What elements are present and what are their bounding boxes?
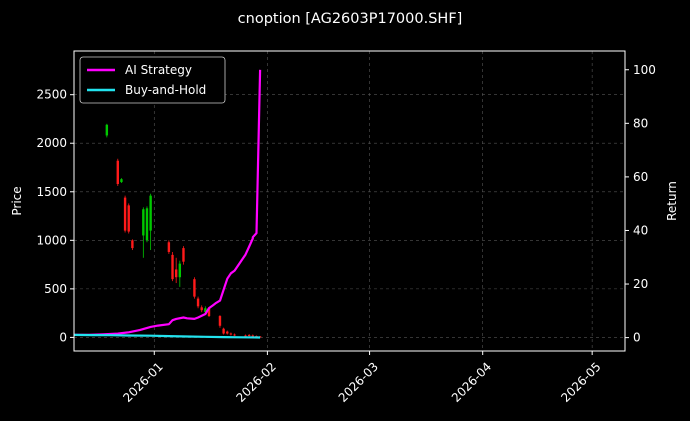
y-tick-label-left: 500 [44,282,67,296]
candle-body [229,333,233,335]
y-tick-label-right: 80 [633,116,648,130]
candle-body [116,160,119,185]
y-tick-label-right: 60 [633,170,648,184]
candle-body [142,209,145,236]
y-tick-label-left: 2000 [36,136,67,150]
candle-body [196,298,200,307]
candle-body [127,205,130,232]
candle-body [222,328,225,334]
candle-body [218,316,222,326]
candle-body [174,269,178,278]
candle-body [131,240,134,249]
candle-body [233,334,236,336]
y-axis-left: 0 500 1000 1500 2000 2500 [36,88,74,344]
candle-body [251,335,255,337]
candle-body [182,248,185,262]
series-line-buy-and-hold [73,333,261,339]
series-lines [73,69,262,339]
y-tick-label-left: 0 [59,330,67,344]
candle-body [120,179,123,183]
candle-body [145,208,149,241]
legend: AI Strategy Buy-and-Hold [79,56,226,104]
candlesticks [105,123,262,338]
candle-body [178,263,182,278]
candle-body [193,279,196,297]
y-tick-label-left: 1000 [36,233,67,247]
candle-body [207,308,211,317]
candle-body [123,197,127,231]
candle-body [247,334,251,336]
y-tick-label-right: 40 [633,223,648,237]
candle-body [244,335,247,337]
legend-label-ai-strategy: AI Strategy [125,63,192,77]
y-tick-label-left: 1500 [36,185,67,199]
candle-body [149,195,152,231]
candle-body [204,308,207,313]
plot-frame [73,50,626,352]
y-tick-label-right: 100 [633,63,656,77]
legend-box [79,56,226,104]
candle-body [226,331,229,334]
y-axis-right-label: Return [665,181,679,221]
y-tick-label-right: 0 [633,331,641,345]
chart-title: cnoption [AG2603P17000.SHF] [238,11,463,27]
y-axis-left-label: Price [10,186,24,215]
candle-body [105,124,109,136]
y-axis-right: 0 20 40 60 80 100 [625,63,656,345]
series-line-ai-strategy [74,69,262,336]
y-tick-label-right: 20 [633,277,648,291]
candle-body [167,242,171,252]
y-tick-label-left: 2500 [36,88,67,102]
candle-body [171,254,174,280]
candle-body [200,307,203,311]
legend-label-buy-and-hold: Buy-and-Hold [125,83,206,97]
